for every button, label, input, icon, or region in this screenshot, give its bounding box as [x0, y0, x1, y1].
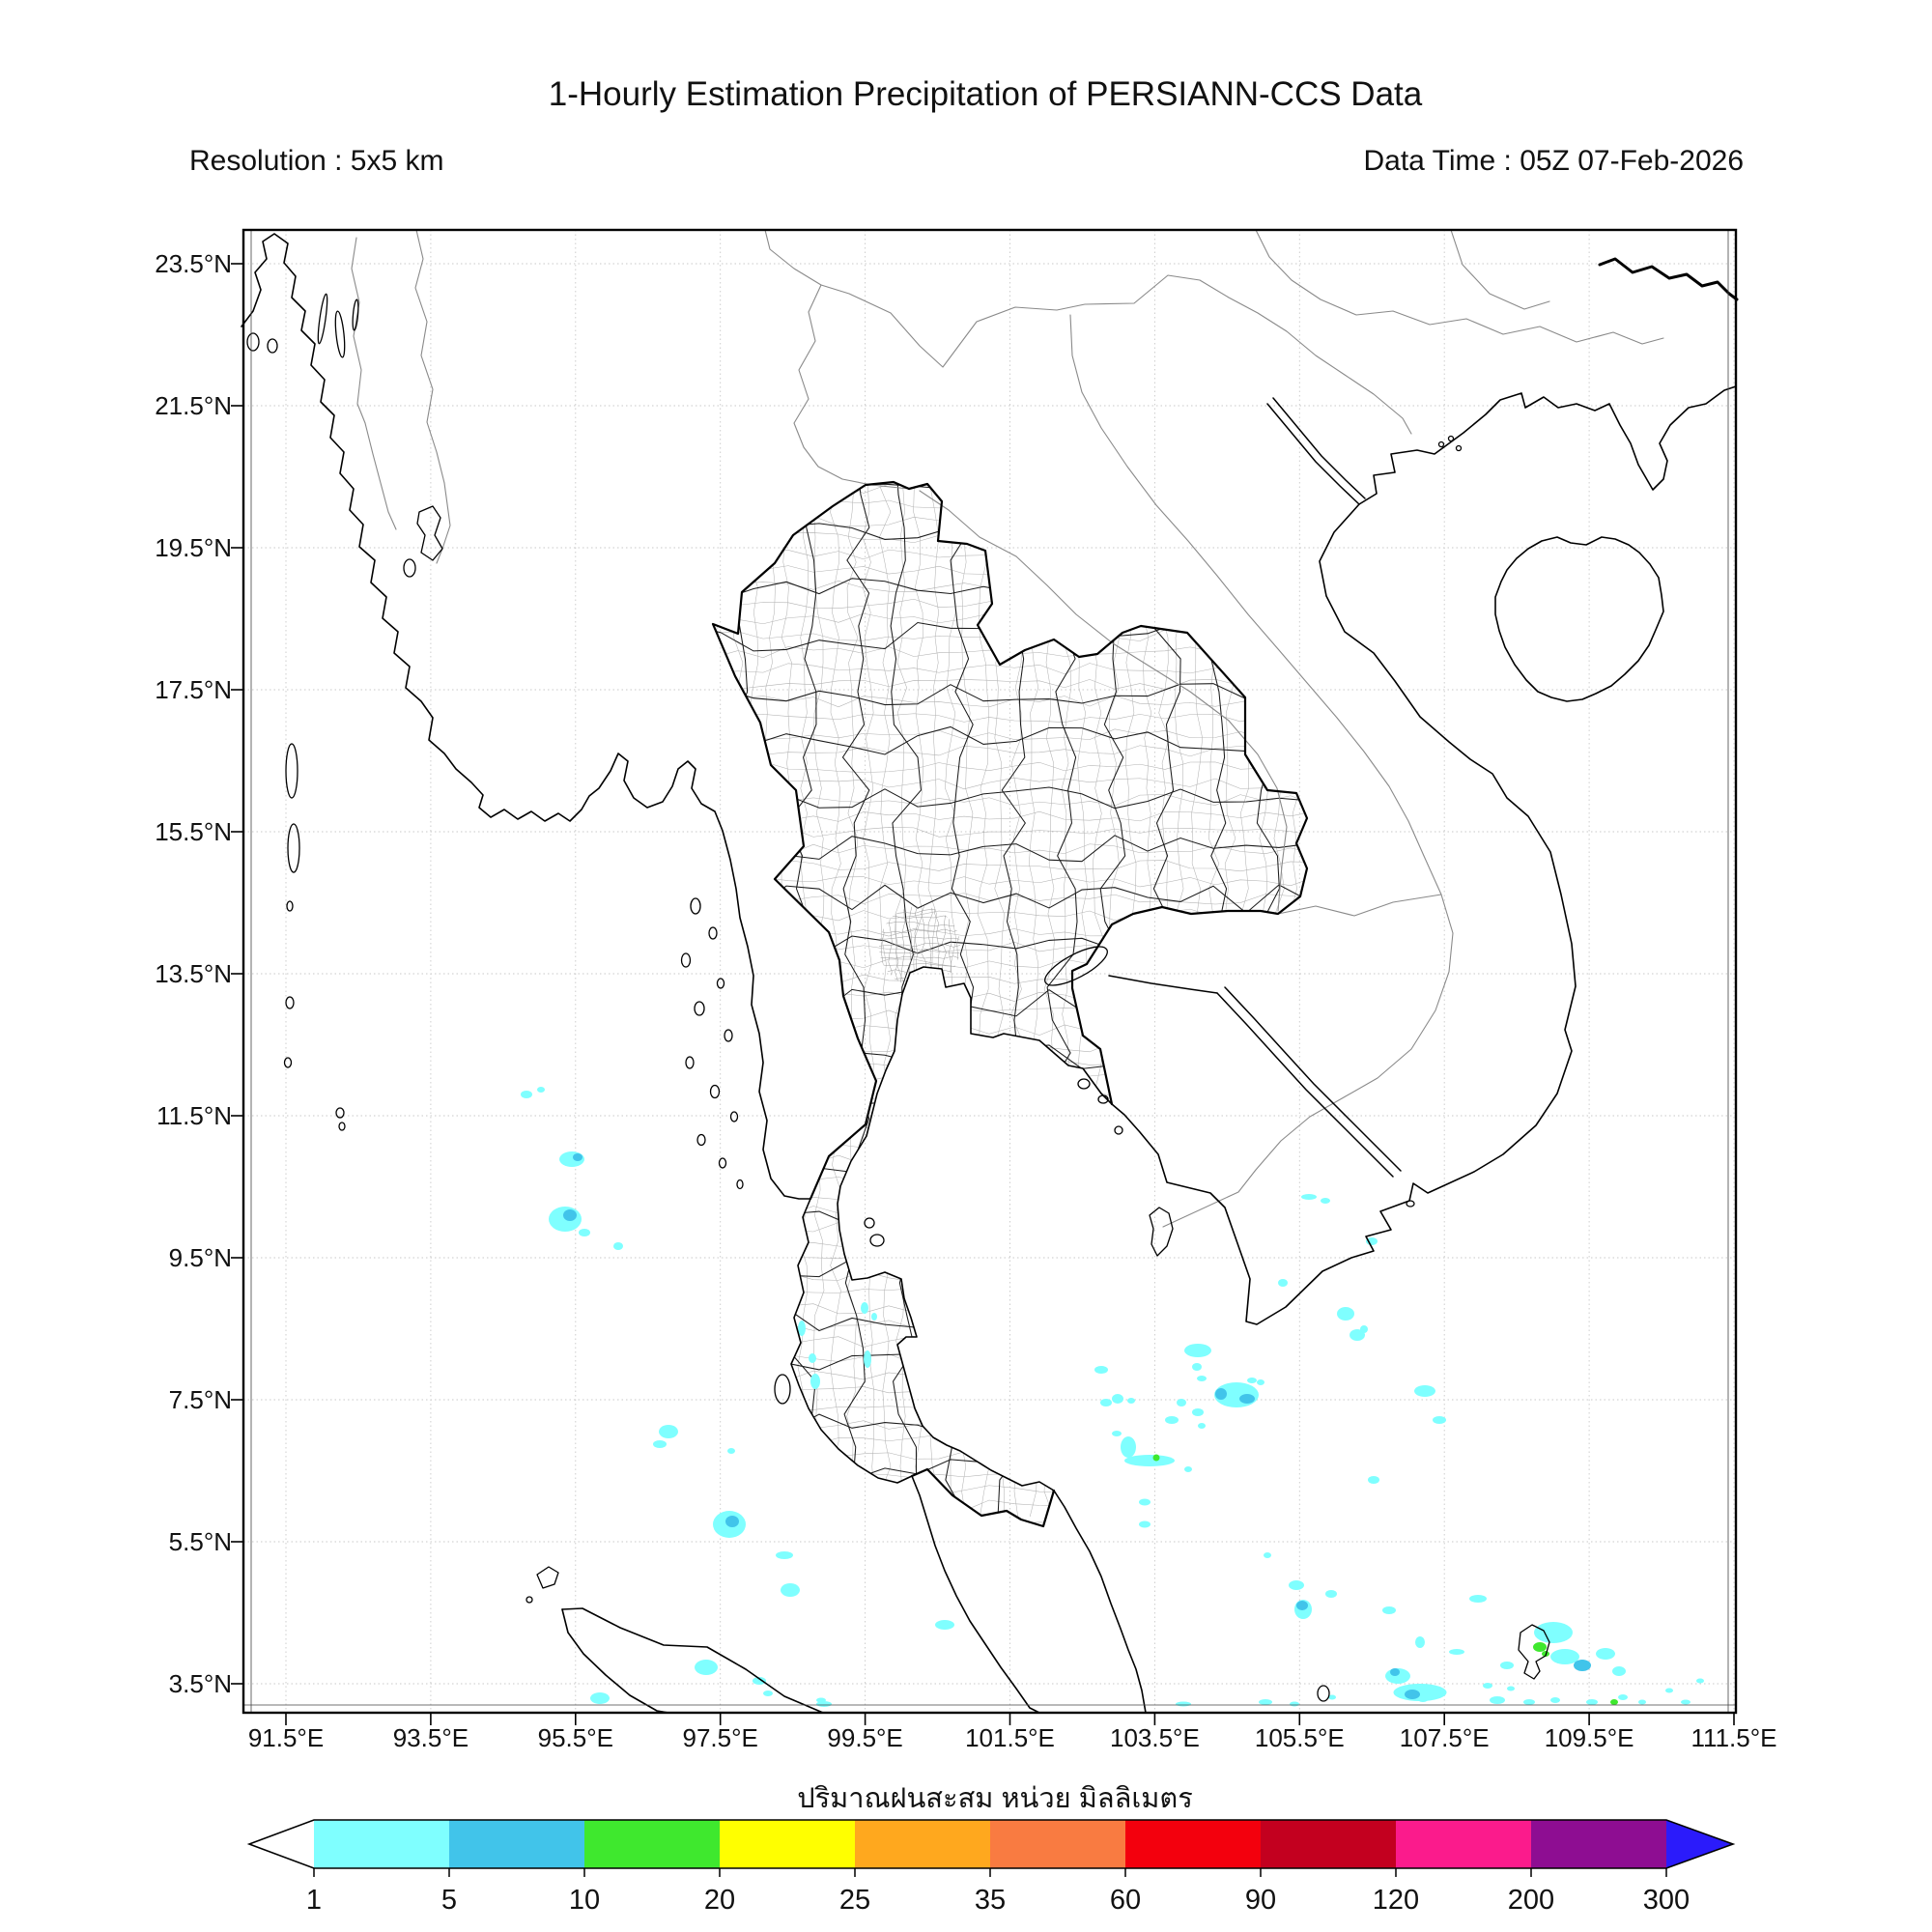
colorbar-value-label: 35 [975, 1885, 1006, 1916]
y-tick-label: 7.5°N [168, 1385, 232, 1414]
x-tick-label: 95.5°E [537, 1723, 613, 1752]
x-tick-label: 101.5°E [965, 1723, 1055, 1752]
y-tick-label: 5.5°N [168, 1527, 232, 1556]
colorbar-svg: 1 5 10 20 25 35 60 90 120 200 300 [246, 1819, 1736, 1916]
map-svg [231, 228, 1739, 1725]
x-tick-label: 103.5°E [1109, 1723, 1200, 1752]
y-tick-label: 23.5°N [155, 249, 232, 278]
graticule-grid [243, 230, 1736, 1713]
hainan-island [1494, 536, 1664, 702]
x-tick-label: 97.5°E [682, 1723, 758, 1752]
colorbar-value-label: 10 [569, 1885, 600, 1916]
colorbar-value-label: 5 [441, 1885, 457, 1916]
x-tick-label: 99.5°E [827, 1723, 903, 1752]
x-tick-label: 105.5°E [1254, 1723, 1345, 1752]
x-tick-label: 93.5°E [392, 1723, 469, 1752]
precipitation-layer [521, 1087, 1704, 1707]
coastline-west [241, 233, 1040, 1714]
colorbar-value-label: 200 [1508, 1885, 1554, 1916]
x-tick-label: 109.5°E [1544, 1723, 1634, 1752]
y-tick-label: 13.5°N [155, 959, 232, 988]
colorbar-unit-label: ปริมาณฝนสะสม หน่วย มิลลิเมตร [797, 1783, 1193, 1814]
y-tick-label: 9.5°N [168, 1243, 232, 1272]
x-tick-label: 111.5°E [1690, 1723, 1777, 1752]
mekong-river [1108, 397, 1402, 1178]
china-river [1598, 257, 1739, 301]
colorbar-value-label: 90 [1245, 1885, 1276, 1916]
resolution-label: Resolution : 5x5 km [189, 145, 444, 177]
coastline-east [837, 385, 1737, 1714]
colorbar-value-label: 60 [1110, 1885, 1141, 1916]
coastline-sumatra-north [561, 1607, 824, 1714]
y-tick-label: 11.5°N [156, 1101, 232, 1130]
colorbar-value-label: 25 [839, 1885, 870, 1916]
colorbar: 1 5 10 20 25 35 60 90 120 200 300 [236, 1816, 1743, 1932]
axis-ticks [231, 263, 1735, 1725]
y-tick-label: 3.5°N [168, 1669, 232, 1698]
geography-layer [241, 229, 1739, 1714]
colorbar-value-label: 20 [704, 1885, 735, 1916]
y-tick-label: 21.5°N [155, 391, 232, 420]
country-borders [351, 229, 1664, 1228]
datatime-label: Data Time : 05Z 07-Feb-2026 [1363, 145, 1744, 177]
thailand-outline [711, 480, 1309, 1528]
thailand-admin-mesh [713, 482, 1307, 1526]
map-border [242, 228, 1738, 1715]
colorbar-value-label: 1 [306, 1885, 322, 1916]
coastline-sumatra-west [561, 1608, 669, 1714]
x-tick-label: 91.5°E [247, 1723, 325, 1752]
y-tick-label: 19.5°N [155, 533, 232, 562]
map-frame [231, 228, 1739, 1725]
colorbar-value-label: 120 [1373, 1885, 1419, 1916]
y-tick-label: 15.5°N [155, 817, 232, 846]
page-title: 1-Hourly Estimation Precipitation of PER… [548, 75, 1423, 113]
y-tick-label: 17.5°N [155, 675, 232, 704]
colorbar-value-label: 300 [1643, 1885, 1690, 1916]
islands [246, 293, 1550, 1702]
tonle-sap-lake [1044, 946, 1108, 986]
x-tick-label: 107.5°E [1399, 1723, 1490, 1752]
